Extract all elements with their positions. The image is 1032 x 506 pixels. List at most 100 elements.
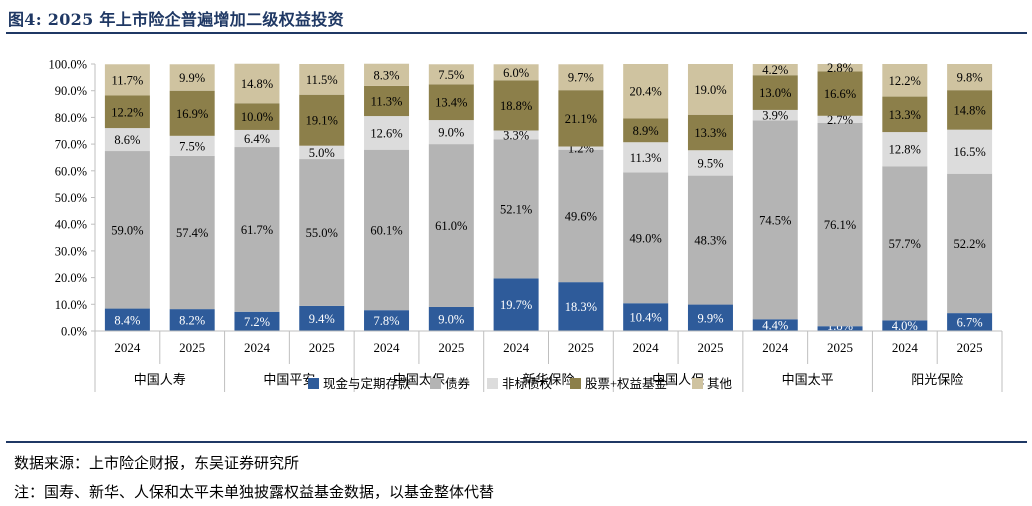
- bar-segment: [687, 175, 733, 305]
- y-tick-label: 50.0%: [55, 191, 87, 205]
- bar-segment: [493, 64, 539, 81]
- y-tick-label: 0.0%: [61, 325, 87, 339]
- data-label: 3.9%: [762, 109, 788, 123]
- bar-segment: [428, 144, 474, 307]
- bar-segment: [169, 309, 215, 331]
- x-group-label: 中国太平: [782, 372, 834, 387]
- bar-segment: [364, 310, 410, 331]
- bar-segment: [428, 120, 474, 145]
- bar-segment: [169, 90, 215, 136]
- y-tick-label: 40.0%: [55, 218, 87, 232]
- bar-segment: [947, 173, 993, 314]
- legend-label: 非标债权: [502, 376, 553, 391]
- x-tick-label: 2024: [114, 340, 141, 355]
- bar-segment: [104, 64, 150, 96]
- data-label: 19.7%: [500, 298, 532, 312]
- data-label: 4.0%: [892, 319, 918, 333]
- data-label: 11.5%: [306, 73, 338, 87]
- data-label: 14.8%: [241, 77, 273, 91]
- x-tick-label: 2025: [179, 340, 205, 355]
- bar-segment: [947, 64, 993, 91]
- bar-segment: [299, 159, 345, 306]
- data-label: 7.8%: [374, 314, 400, 328]
- x-group-label: 中国人保: [652, 372, 704, 387]
- data-label: 13.3%: [694, 126, 726, 140]
- x-tick-label: 2024: [762, 340, 789, 355]
- data-label: 6.7%: [957, 316, 983, 330]
- bar-segment: [234, 63, 280, 104]
- footer-divider: [6, 441, 1027, 443]
- data-label: 61.7%: [241, 223, 273, 237]
- bar-segment: [947, 90, 993, 130]
- bar-segment: [623, 118, 669, 143]
- bar-segment: [299, 64, 345, 95]
- data-label: 61.0%: [435, 219, 467, 233]
- bar-segment: [169, 155, 215, 310]
- bar-segment: [817, 64, 863, 72]
- x-tick-label: 2024: [892, 340, 919, 355]
- bar-segment: [752, 319, 798, 331]
- bar-segment: [558, 282, 604, 331]
- data-label: 9.5%: [697, 156, 723, 170]
- data-label: 12.2%: [111, 105, 143, 119]
- data-label: 11.7%: [111, 73, 143, 87]
- bar-segment: [687, 304, 733, 331]
- bar-segment: [687, 150, 733, 176]
- data-label: 4.2%: [762, 63, 788, 77]
- bar-segment: [623, 303, 669, 331]
- footnote: 注：国寿、新华、人保和太平未单独披露权益基金数据，以基金整体代替: [14, 483, 495, 501]
- bar-segment: [104, 128, 150, 152]
- data-label: 21.1%: [565, 112, 597, 126]
- data-label: 8.9%: [633, 124, 659, 138]
- data-label: 5.0%: [309, 146, 335, 160]
- bar-segment: [104, 151, 150, 309]
- bar-segment: [493, 278, 539, 331]
- data-label: 16.9%: [176, 107, 208, 121]
- bar-segment: [752, 120, 798, 320]
- data-label: 13.3%: [889, 108, 921, 122]
- y-tick-label: 10.0%: [55, 298, 87, 312]
- source-note: 数据来源：上市险企财报，东吴证券研究所: [14, 454, 300, 472]
- data-label: 59.0%: [111, 223, 143, 237]
- bar-segment: [882, 64, 928, 97]
- data-label: 9.0%: [438, 312, 464, 326]
- bar-segment: [299, 305, 345, 331]
- y-tick-label: 80.0%: [55, 111, 87, 125]
- x-group-label: 中国人寿: [134, 372, 186, 387]
- y-tick-label: 30.0%: [55, 244, 87, 258]
- bar-segment: [817, 123, 863, 327]
- data-label: 2.7%: [827, 113, 853, 127]
- data-label: 19.0%: [694, 83, 726, 97]
- data-label: 52.1%: [500, 202, 532, 216]
- bar-segment: [623, 142, 669, 173]
- data-label: 12.6%: [370, 126, 402, 140]
- bar-segment: [882, 166, 928, 321]
- bar-segment: [364, 63, 410, 86]
- data-label: 49.6%: [565, 209, 597, 223]
- bar-segment: [558, 90, 604, 147]
- data-label: 55.0%: [306, 226, 338, 240]
- bar-segment: [752, 109, 798, 121]
- data-label: 8.4%: [114, 313, 140, 327]
- bar-segment: [687, 64, 733, 115]
- bar-segment: [947, 313, 993, 331]
- data-label: 7.5%: [179, 139, 205, 153]
- bar-segment: [299, 145, 345, 160]
- x-group-label: 阳光保险: [911, 372, 963, 387]
- bar-segment: [817, 71, 863, 116]
- data-label: 19.1%: [306, 114, 338, 128]
- y-tick-label: 20.0%: [55, 271, 87, 285]
- bar-segment: [364, 116, 410, 150]
- bar-segment: [364, 149, 410, 311]
- x-tick-label: 2024: [503, 340, 530, 355]
- bar-segment: [428, 84, 474, 121]
- stacked-bar-chart: 0.0% 10.0% 20.0% 30.0% 40.0% 50.0% 60.0% 70.0% 8…: [48, 58, 1003, 392]
- data-label: 13.4%: [435, 96, 467, 110]
- x-tick-label: 2024: [374, 340, 401, 355]
- data-label: 60.1%: [370, 223, 402, 237]
- data-label: 6.0%: [503, 66, 529, 80]
- bar-segment: [882, 320, 928, 331]
- bar-segment: [817, 115, 863, 124]
- legend-label: 其他: [707, 377, 733, 391]
- bar-segment: [558, 149, 604, 283]
